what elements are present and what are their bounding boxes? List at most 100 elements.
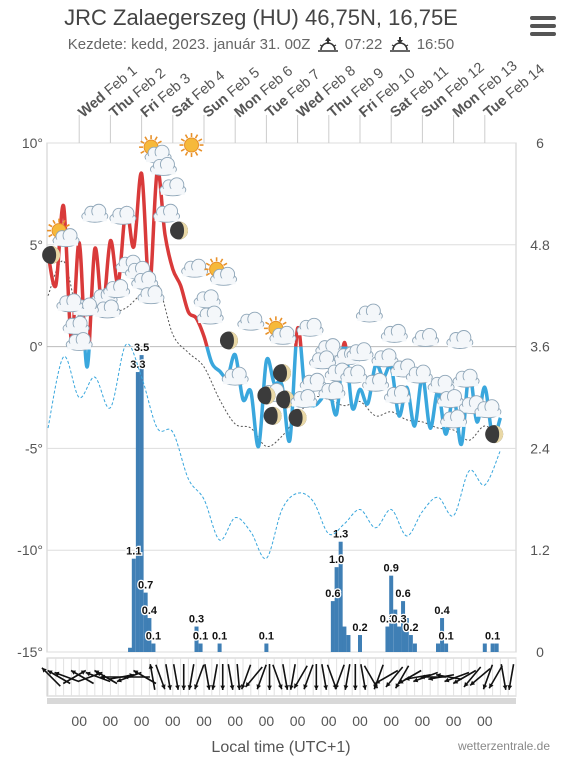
wind-arrowhead [404, 676, 410, 681]
precip-label: 0.3 [189, 614, 204, 626]
cloud-fill [104, 290, 129, 297]
precip-label: 0.1 [485, 631, 500, 643]
sun-ray [219, 258, 224, 263]
cloud-fill [57, 304, 82, 311]
sun-ray [223, 262, 228, 266]
precip-label: 0.7 [138, 580, 153, 592]
moon-lit [179, 221, 189, 240]
cloud-icon [346, 342, 374, 362]
x-tick-label: 00 [383, 713, 399, 729]
sun-ray [209, 258, 214, 263]
wind-arrowhead [463, 682, 469, 687]
cloud-fill [372, 359, 397, 366]
wind-arrowhead [41, 667, 47, 673]
precip-bar [346, 635, 351, 652]
precip-bar [412, 643, 417, 652]
precip-bar [143, 592, 148, 652]
cloud-icon [149, 156, 177, 176]
sun-ray [140, 140, 145, 144]
cloud-fill [270, 337, 295, 344]
wind-arrowhead [482, 684, 488, 690]
wind-arrowhead [284, 685, 289, 690]
cloud-icon [159, 177, 187, 197]
x-tick-label: 00 [103, 713, 119, 729]
y-tick-label-right: 3.6 [530, 339, 550, 355]
precip-bar [490, 643, 495, 652]
cloud-fill [475, 410, 500, 417]
wind-arrowhead [444, 677, 450, 683]
cloud-fill [64, 327, 89, 334]
wind-arrowhead [489, 683, 494, 689]
cloud-fill [160, 188, 185, 195]
cloud-icon [427, 374, 455, 394]
y-tick-label-right: 0 [536, 644, 544, 660]
cloud-icon [405, 364, 433, 384]
sun-ray [269, 317, 273, 322]
precip-label: 1.3 [333, 529, 348, 541]
y-tick-label-left: 0° [30, 339, 43, 355]
cloud-icon [93, 299, 121, 319]
sun-ray [184, 134, 189, 139]
wind-arrowhead [211, 685, 216, 690]
cloud-icon [56, 293, 84, 313]
wind-arrowhead [413, 677, 419, 683]
cloud-icon [144, 144, 172, 164]
precip-bar [397, 626, 401, 652]
wind-arrowhead [80, 670, 86, 675]
wind-arrowhead [294, 683, 299, 689]
cloud-icon [181, 258, 209, 278]
lowest-temp-line [47, 343, 501, 560]
y-tick-label-right: 1.2 [530, 542, 550, 558]
cloud-fill [363, 384, 388, 391]
sun-ray [65, 223, 70, 228]
cloud-fill [198, 317, 223, 324]
wind-arrowhead [194, 684, 199, 690]
hamburger-menu-icon[interactable] [530, 16, 556, 38]
precip-bar [436, 643, 440, 652]
precip-label: 1.1 [126, 546, 141, 558]
wind-arrowhead [181, 685, 187, 690]
sun-ray [282, 321, 287, 326]
cloud-icon [269, 325, 297, 345]
cloud-icon [474, 399, 502, 419]
cloud-icon [318, 380, 346, 400]
moon-icon [257, 386, 276, 405]
moon-lit [297, 408, 307, 427]
sun-ray [48, 233, 53, 238]
sun-ray [194, 151, 199, 156]
precip-bar [342, 626, 347, 652]
precip-bar [139, 355, 144, 652]
sun-ray [62, 219, 66, 225]
wind-arrowhead [313, 685, 319, 690]
cloud-fill [391, 369, 416, 376]
chart-subtitle: Kezdete: kedd, 2023. január 31. 00Z 07:2… [0, 35, 522, 53]
cloud-fill [310, 361, 335, 368]
cloud-icon [380, 323, 408, 343]
moon-lit [494, 425, 504, 444]
credit-link[interactable]: wetterzentrale.de [457, 739, 550, 753]
precip-bar [404, 618, 409, 652]
precip-bar [408, 635, 413, 652]
sun-ray [157, 140, 162, 144]
cloud-icon [221, 366, 249, 386]
cloud-fill [110, 217, 135, 224]
wind-arrowhead [267, 685, 272, 690]
y-tick-label-left: -5° [25, 440, 43, 456]
cloud-icon [65, 332, 93, 351]
cloud-fill [211, 278, 236, 285]
cloud-fill [454, 380, 479, 387]
cloud-fill [182, 270, 207, 277]
cloud-fill [441, 420, 466, 427]
wind-arrowhead [352, 685, 358, 690]
cloud-fill [357, 315, 382, 322]
x-tick-label: 00 [196, 713, 212, 729]
cloud-fill [413, 339, 438, 346]
cloud-icon [309, 350, 337, 370]
sun-ray [279, 317, 283, 322]
cloud-fill [298, 329, 323, 336]
range-scrollbar[interactable] [47, 698, 516, 704]
moon-icon [288, 408, 307, 427]
precip-bar [330, 601, 335, 652]
sun-ray [180, 138, 185, 142]
cloud-icon [362, 372, 390, 392]
